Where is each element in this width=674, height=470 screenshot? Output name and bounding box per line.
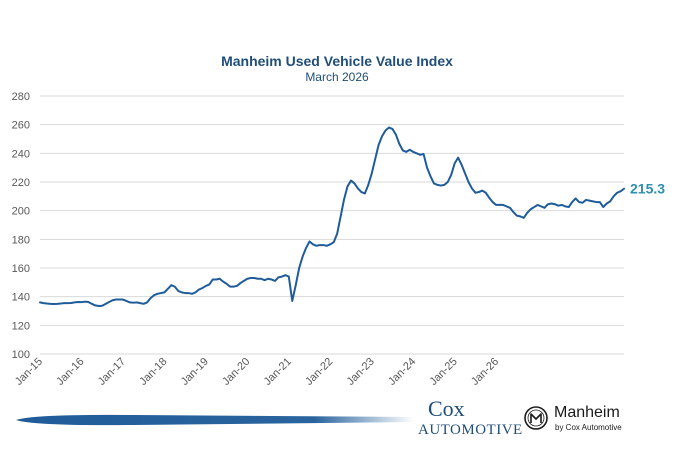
- x-axis-ticks: Jan-15 Jan-16 Jan-17 Jan-18 Jan-19 Jan-20 Jan-…: [13, 356, 501, 388]
- cox-automotive-logo: Cox AUTOMOTIVE: [418, 397, 523, 439]
- footer: Cox AUTOMOTIVE Manheim by Cox Automotive: [0, 395, 674, 455]
- y-tick-label: 240: [12, 148, 30, 160]
- x-tick-label: Jan-20: [220, 356, 252, 388]
- x-tick-label: Jan-26: [469, 356, 501, 388]
- y-tick-label: 120: [12, 320, 30, 332]
- x-tick-label: Jan-21: [262, 356, 294, 388]
- manheim-wordmark: Manheim: [554, 404, 620, 421]
- chart-title: Manheim Used Vehicle Value Index: [221, 53, 453, 69]
- x-tick-label: Jan-18: [137, 356, 169, 388]
- end-value-label: 215.3: [630, 181, 665, 197]
- chart-title-block: Manheim Used Vehicle Value Index March 2…: [0, 52, 674, 85]
- y-tick-label: 260: [12, 120, 30, 132]
- manheim-subtitle: by Cox Automotive: [555, 423, 622, 432]
- y-tick-label: 100: [12, 349, 30, 361]
- x-tick-label: Jan-25: [428, 356, 460, 388]
- gridlines: [40, 95, 624, 355]
- x-tick-label: Jan-24: [386, 356, 418, 388]
- x-tick-label: Jan-22: [303, 356, 335, 388]
- y-tick-label: 160: [12, 263, 30, 275]
- x-tick-label: Jan-19: [179, 356, 211, 388]
- cox-wordmark: Cox: [428, 396, 465, 421]
- automotive-wordmark: AUTOMOTIVE: [418, 422, 523, 438]
- chart-subtitle: March 2026: [305, 70, 369, 84]
- x-tick-label: Jan-16: [54, 356, 86, 388]
- y-tick-label: 140: [12, 292, 30, 304]
- y-axis-ticks: 100 120 140 160 180 200 220 240 260 280: [12, 91, 30, 361]
- y-tick-label: 220: [12, 177, 30, 189]
- y-tick-label: 180: [12, 234, 30, 246]
- x-tick-label: Jan-17: [96, 356, 128, 388]
- manheim-emblem-icon: [524, 406, 548, 430]
- y-tick-label: 200: [12, 206, 30, 218]
- x-tick-label: Jan-23: [345, 356, 377, 388]
- series-line: [39, 126, 625, 307]
- brand-swoosh: [16, 414, 414, 426]
- y-tick-label: 280: [12, 91, 30, 103]
